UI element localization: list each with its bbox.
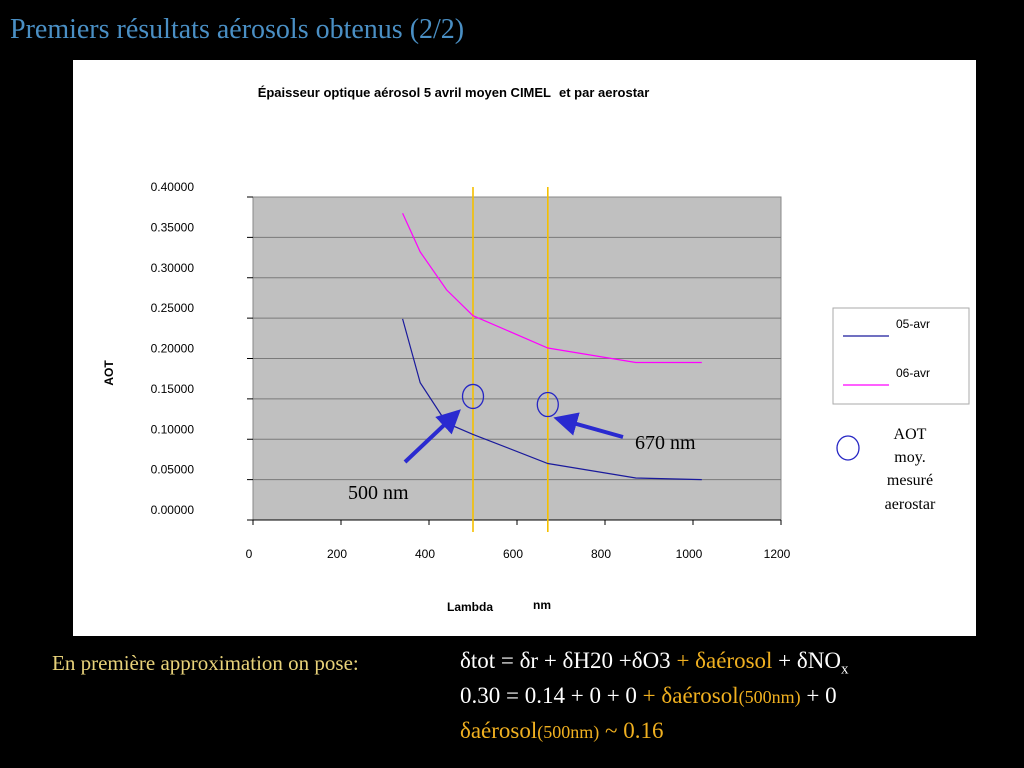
annotation-500nm: 500 nm [348,482,409,504]
wavelength-markers [472,187,549,532]
x-axis-label: Lambda [447,600,493,614]
aerostar-legend-circle-icon [836,435,860,461]
eq3-part-a: δaérosol [460,718,538,743]
aerostar-point-circle [461,383,485,410]
equation-line-1: δtot = δr + δH20 +δO3 + δaérosol + δNOx [460,648,848,679]
equation-line-3: δaérosol(500nm) ~ 0.16 [460,718,663,744]
eq1-part-c-sub: x [840,661,849,678]
eq3-part-b: ~ 0.16 [605,718,664,743]
aot-chart: Épaisseur optique aérosol 5 avril moyen … [102,85,970,614]
chart-panel: Épaisseur optique aérosol 5 avril moyen … [73,60,976,636]
annotation-670nm: 670 nm [635,432,696,454]
aerostar-points [461,383,559,418]
chart-title: Épaisseur optique aérosol 5 avril moyen … [258,85,551,100]
aerostar-legend-line-3: mesuré [887,472,933,489]
aerostar-legend: AOT moy. mesuré aerostar [836,426,936,513]
annotations: 500 nm 670 nm [348,409,696,504]
slide-title: Premiers résultats aérosols obtenus (2/2… [10,14,465,45]
y-tick-label: 0.15000 [151,382,195,396]
series-lines [402,212,702,481]
y-tick-label: 0.10000 [151,422,195,436]
arrow-670nm [553,412,624,439]
axes [247,196,782,525]
y-tick-label: 0.00000 [151,503,195,517]
chart-title-suffix: et par aerostar [559,85,649,100]
y-tick-label: 0.20000 [151,342,195,356]
eq2-part-a: 0.30 = 0.14 + 0 + 0 [460,683,637,708]
x-tick-label: 800 [591,547,611,561]
eq1-part-c: + δNO [778,648,841,673]
eq1-part-b: + δaérosol [676,648,773,673]
legend-box [832,307,970,405]
x-tick-label: 400 [415,547,435,561]
aerostar-legend-line-1: AOT [894,426,927,443]
x-tick-label: 1000 [676,547,703,561]
series-line-06-avr [402,212,702,364]
x-tick-label: 600 [503,547,523,561]
equation-line-2: 0.30 = 0.14 + 0 + 0 + δaérosol(500nm) + … [460,683,837,709]
aerostar-legend-line-2: moy. [894,449,925,466]
y-tick-labels: 0.00000 0.05000 0.10000 0.15000 0.20000 0.250… [151,180,195,517]
approximation-intro: En première approximation on pose: [52,651,359,675]
eq2-part-c: + 0 [806,683,837,708]
eq2-part-b: + δaérosol [642,683,739,708]
aerostar-legend-line-4: aerostar [885,496,936,513]
x-tick-label: 1200 [764,547,791,561]
eq1-part-a: δtot = δr + δH20 +δO3 [460,648,671,673]
y-tick-label: 0.40000 [151,180,195,194]
y-tick-label: 0.25000 [151,301,195,315]
y-tick-label: 0.05000 [151,463,195,477]
arrow-500nm [403,409,461,464]
legend-label-06-avr: 06-avr [896,366,930,380]
aerostar-point-circle [536,391,559,418]
x-tick-label: 0 [246,547,253,561]
legend: 05-avr 06-avr [832,307,970,405]
x-tick-labels: 0 200 400 600 800 1000 1200 [246,547,791,561]
legend-label-05-avr: 05-avr [896,317,930,331]
eq3-part-a-small: (500nm) [537,722,600,742]
x-axis-unit: nm [533,598,551,612]
y-axis-label: AOT [102,360,116,386]
y-tick-label: 0.30000 [151,261,195,275]
eq2-part-b-small: (500nm) [738,687,801,707]
y-tick-label: 0.35000 [151,220,195,234]
x-tick-label: 200 [327,547,347,561]
series-line-05-avr [402,318,702,481]
